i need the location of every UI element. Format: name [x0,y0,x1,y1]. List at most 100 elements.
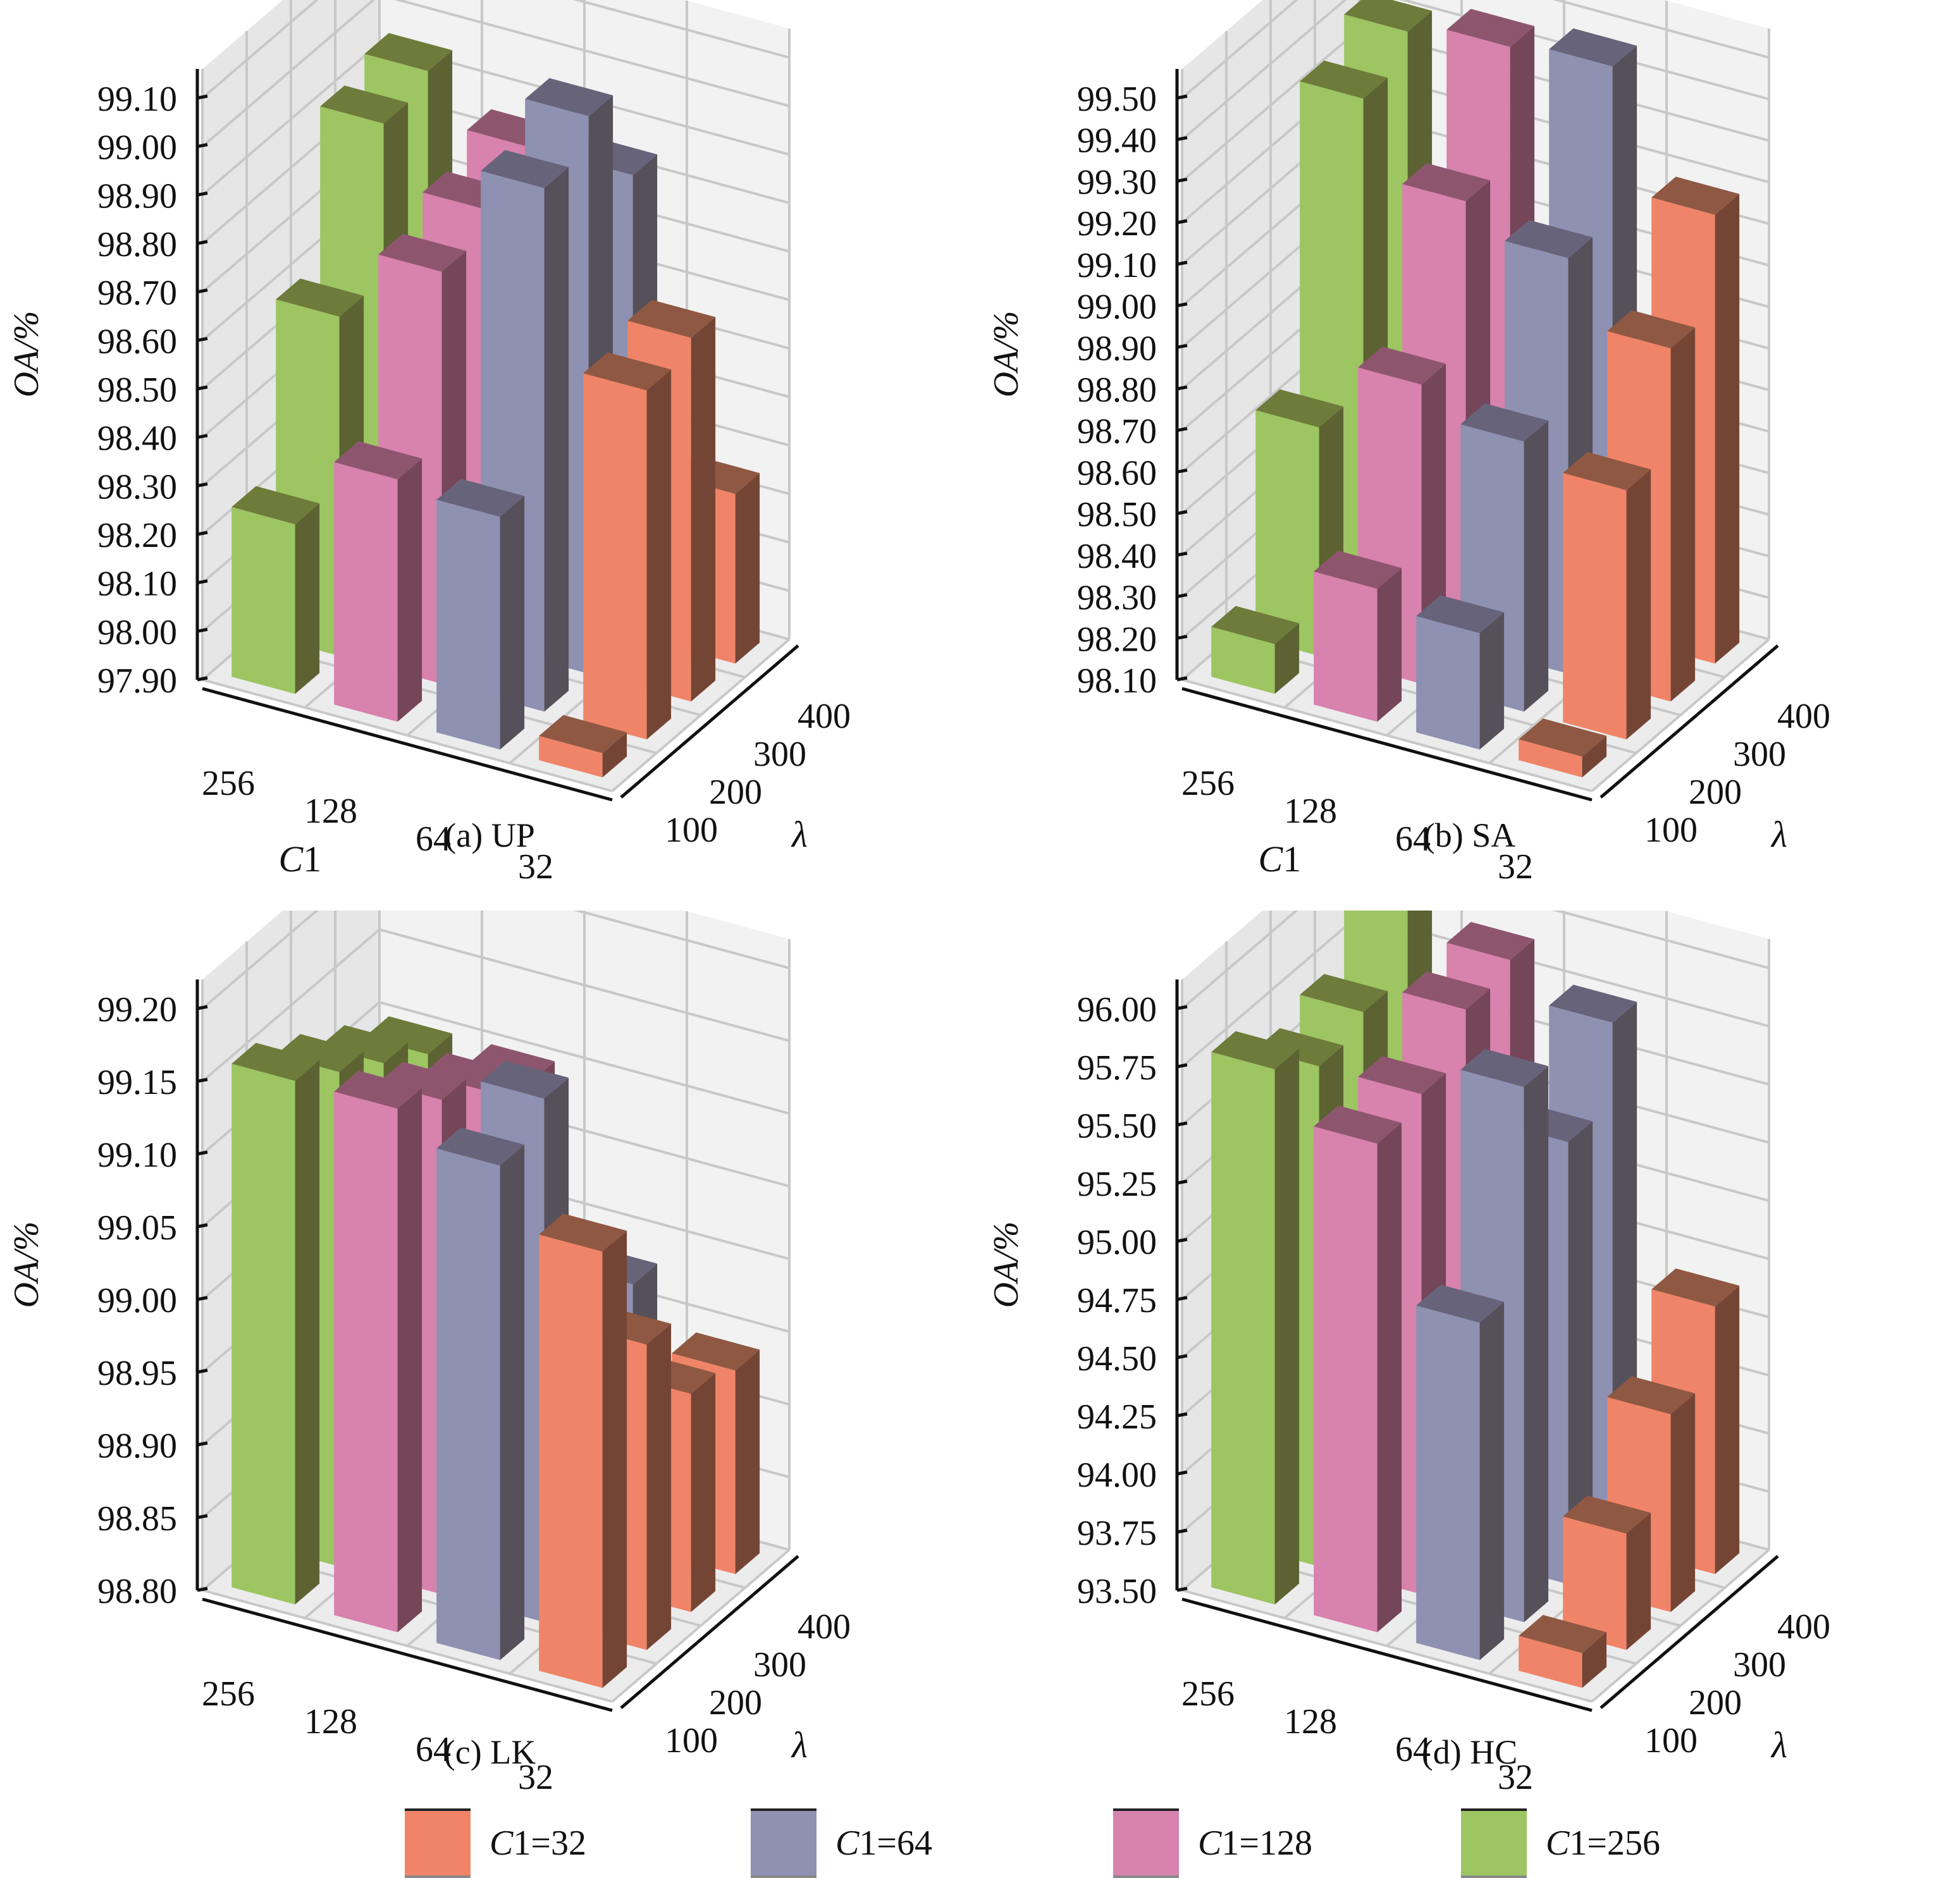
bar-top [525,78,613,116]
bar-top [1460,403,1549,442]
z-tick [1176,1528,1188,1534]
y-tick-label: 300 [1733,1645,1786,1685]
bar-front [1314,571,1378,722]
z-tick [197,434,208,439]
x-tick-label: 128 [1284,792,1337,831]
bar-top [1358,347,1446,385]
z-tick-label: 98.80 [97,225,177,264]
x-tick-label: 128 [304,792,357,831]
y-tick-label: 200 [1689,773,1742,812]
z-tick [197,240,208,245]
bar-side [1670,327,1696,702]
x-tick-labels: 256 128 64 32 [202,764,553,885]
bar-top [276,278,364,317]
bar-top [1255,1028,1344,1067]
z-tick-label: 98.10 [97,565,177,604]
legend-label-c1-64: C1=64 [835,1824,932,1863]
x-tick-label: 32 [1498,847,1533,885]
z-tick-label: 98.20 [1077,620,1157,659]
y-tick-label: 200 [709,1683,762,1722]
bar-c1-128-lambda-100 [334,1071,422,1633]
y-floor-gridline [1181,1589,1593,1703]
z-tick-label: 98.90 [1077,329,1157,368]
z-tick [197,579,208,585]
z-tick [197,143,208,149]
y-axis [620,1555,799,1709]
bar-side [397,1088,422,1633]
bar-side [1568,1121,1593,1585]
bar-front [1563,1516,1627,1650]
bar-top [1314,1105,1402,1144]
y-tick-label: 400 [798,697,851,736]
z-tick [1176,1586,1188,1592]
bar-c1-64-lambda-100 [1416,595,1505,750]
legend-swatch-c1-32 [405,1808,471,1878]
bar-top [1519,1615,1607,1654]
y-tick-label: 100 [1644,811,1698,850]
z-tick-labels: 93.50 93.75 94.00 94.25 94.50 94.75 95.00 95.25… [1077,990,1188,1611]
bar-c1-32-lambda-200 [1563,1495,1651,1650]
z-tick-label: 99.10 [97,80,177,119]
z-tick-label: 98.30 [97,467,177,506]
x-tick-label: 64 [1395,1730,1431,1769]
y-floor-gridline [202,678,613,792]
bar-top [320,1025,409,1064]
legend-swatch-c1-256 [1461,1808,1527,1878]
z-tick-label: 99.00 [97,1281,177,1320]
bars [1211,0,1740,778]
z-tick-label: 98.60 [97,322,177,361]
bar-side [295,1060,320,1605]
z-tick [1176,1063,1188,1069]
z-tick-label: 95.25 [1077,1165,1157,1204]
z-tick [1176,302,1188,308]
x-tick-label: 64 [416,819,451,859]
z-tick-label: 98.90 [97,1427,177,1466]
z-tick-label: 98.50 [97,371,177,410]
y-axis-label: λ [791,814,808,855]
caption-hc: (d) HC [1421,1733,1518,1771]
bar-top [1446,9,1535,47]
chart-hc: 93.50 93.75 94.00 94.25 94.50 94.75 95.00 95.25… [987,911,1830,1796]
legend-item-c1-64: C1=64 [751,1808,932,1878]
legend: C1=32 C1=64 C1=128 C1=256 [0,1796,1960,1878]
bar-c1-64-lambda-100 [1416,1284,1505,1660]
x-tick-labels: 256 128 64 32 [1181,1674,1533,1796]
z-tick [197,385,208,391]
x-tick-label: 32 [518,847,553,885]
z-tick-label: 95.00 [1077,1223,1157,1262]
bar-side [500,496,525,750]
bar-top [627,300,716,338]
x-tick-label: 256 [1181,764,1235,803]
z-tick [197,1514,208,1519]
bar-front [436,500,500,750]
z-tick [1176,1354,1188,1359]
bar-c1-32-lambda-100 [539,1213,627,1688]
bar-top [436,479,525,517]
y-tick-label: 200 [1689,1683,1742,1722]
bar-top [1549,985,1637,1023]
z-tick [197,1005,208,1010]
z-tick-labels: 97.90 98.00 98.10 98.20 98.30 98.40 98.50 98.60… [97,80,208,701]
bar-top [481,1060,569,1099]
z-tick-label: 98.80 [1077,371,1157,410]
bar-side [646,1323,672,1650]
bar-top [672,1332,760,1371]
bar-c1-256-lambda-100 [1211,606,1300,694]
z-tick [197,336,208,342]
bar-top [320,85,409,124]
legend-label-c1-32: C1=32 [490,1824,586,1863]
z-tick-label: 94.75 [1077,1281,1157,1320]
z-tick [197,1368,208,1374]
bar-front [1563,472,1627,740]
bar-c1-128-lambda-100 [1314,1105,1402,1633]
y-floor-gridline [1181,678,1593,792]
legend-label-c1-128: C1=128 [1198,1824,1312,1863]
z-tick-label: 98.00 [97,613,177,652]
bar-c1-256-lambda-100 [231,1043,320,1605]
z-tick-label: 99.10 [1077,246,1157,285]
z-tick [1176,1412,1188,1418]
z-tick [1176,634,1188,640]
bars [231,1016,760,1688]
